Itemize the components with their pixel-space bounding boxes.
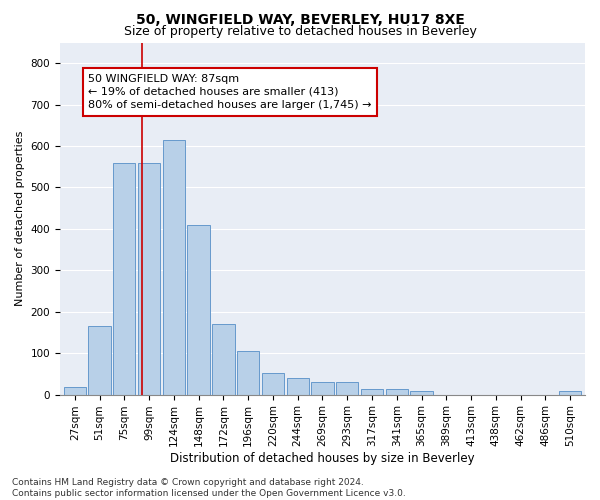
Bar (187, 225, 210, 394)
Text: 50 WINGFIELD WAY: 87sqm
← 19% of detached houses are smaller (413)
80% of semi-d: 50 WINGFIELD WAY: 87sqm ← 19% of detache… (88, 74, 372, 110)
Bar (311, 382, 334, 394)
Bar (212, 324, 235, 394)
Bar (287, 378, 309, 394)
X-axis label: Distribution of detached houses by size in Beverley: Distribution of detached houses by size … (170, 452, 475, 465)
Bar (386, 389, 408, 394)
Text: Size of property relative to detached houses in Beverley: Size of property relative to detached ho… (124, 25, 476, 38)
Bar (163, 140, 185, 394)
Y-axis label: Number of detached properties: Number of detached properties (15, 131, 25, 306)
Bar (64, 387, 86, 394)
Bar (361, 389, 383, 394)
Text: Contains HM Land Registry data © Crown copyright and database right 2024.
Contai: Contains HM Land Registry data © Crown c… (12, 478, 406, 498)
Bar (138, 162, 160, 394)
Bar (336, 382, 358, 394)
Bar (262, 373, 284, 394)
Text: 50, WINGFIELD WAY, BEVERLEY, HU17 8XE: 50, WINGFIELD WAY, BEVERLEY, HU17 8XE (136, 12, 464, 26)
Bar (113, 162, 136, 394)
Bar (410, 391, 433, 394)
Bar (559, 392, 581, 394)
Bar (88, 326, 110, 394)
Bar (237, 351, 259, 395)
